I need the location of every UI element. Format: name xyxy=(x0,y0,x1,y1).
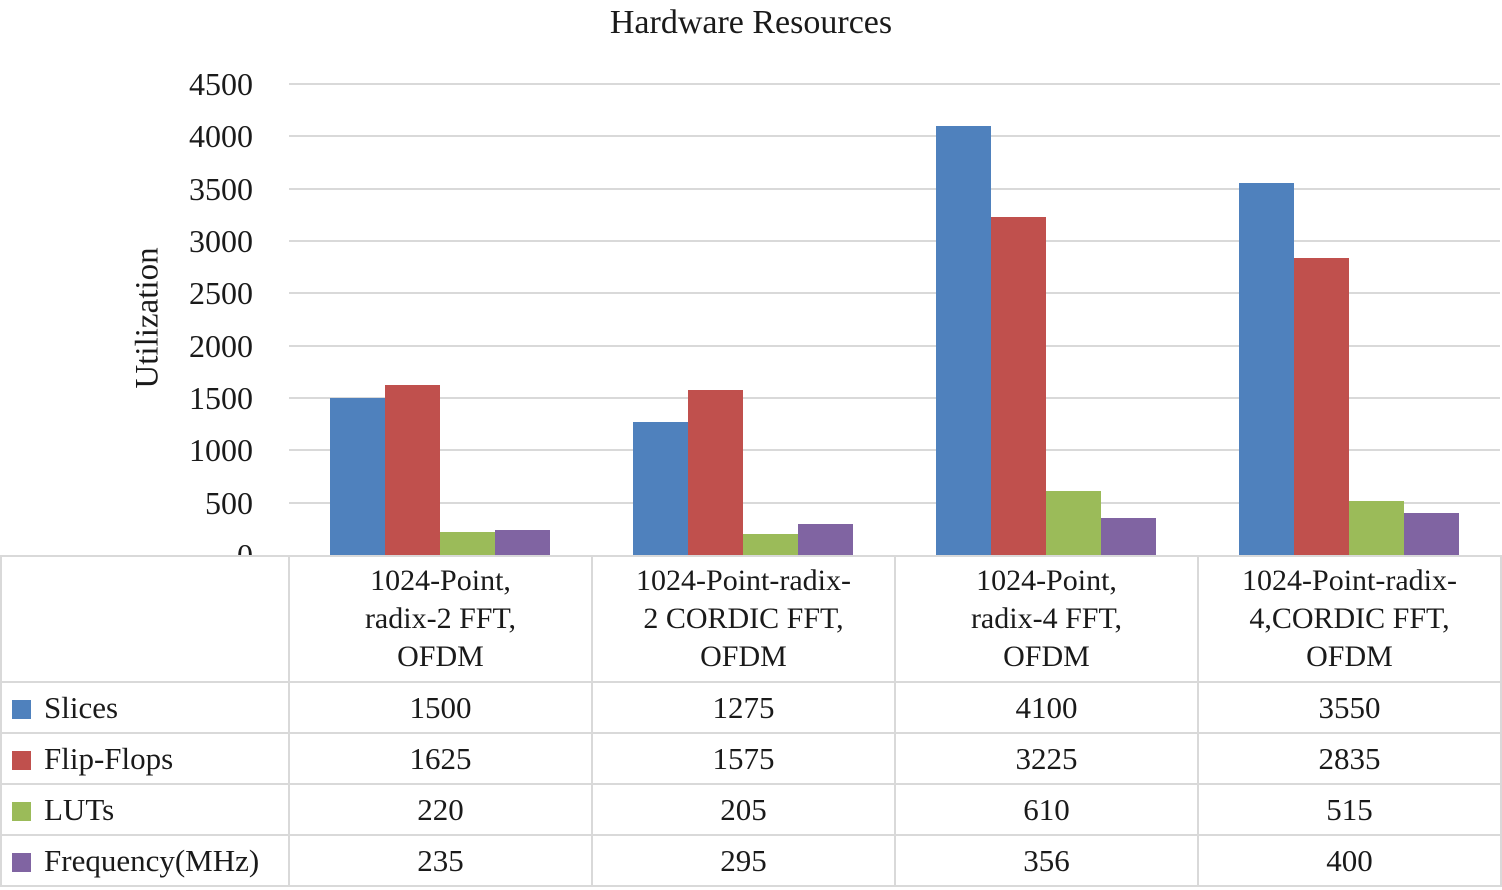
bar-flip-flops-cat1 xyxy=(385,384,441,555)
y-tick-label-2500: 2500 xyxy=(189,275,253,312)
plot-area xyxy=(289,83,1500,555)
category-label-1: 1024-Point, radix-2 FFT, OFDM xyxy=(288,555,593,683)
bar-group-2 xyxy=(592,84,895,555)
bar-luts-cat1 xyxy=(440,531,496,555)
legend-swatch-icon xyxy=(12,852,31,872)
bar-slices-cat4 xyxy=(1238,183,1294,555)
gridline xyxy=(289,292,1500,295)
value-cell: 220 xyxy=(288,783,593,836)
bar-flip-flops-cat3 xyxy=(990,217,1046,555)
y-tick-label-4500: 4500 xyxy=(189,66,253,102)
bar-flip-flops-cat4 xyxy=(1293,258,1349,555)
series-label-cell: LUTs xyxy=(0,783,290,836)
bar-luts-cat3 xyxy=(1045,491,1101,555)
value-cell: 1275 xyxy=(591,681,896,734)
y-tick-label-3000: 3000 xyxy=(189,223,253,259)
y-tick-label-3500: 3500 xyxy=(189,170,253,207)
bar-frequency-mhz--cat3 xyxy=(1100,517,1156,555)
bar-slices-cat3 xyxy=(935,125,991,555)
value-cell: 610 xyxy=(894,783,1199,836)
gridline xyxy=(289,449,1500,452)
bar-flip-flops-cat2 xyxy=(688,390,744,555)
gridline xyxy=(289,240,1500,242)
bar-frequency-mhz--cat4 xyxy=(1403,513,1459,555)
bar-group-4 xyxy=(1197,84,1500,555)
legend-swatch-icon xyxy=(12,801,31,821)
value-cell: 356 xyxy=(894,834,1199,887)
y-tick-label-2000: 2000 xyxy=(189,327,253,364)
value-cell: 1575 xyxy=(591,732,896,785)
value-cell: 1625 xyxy=(288,732,593,785)
bar-luts-cat2 xyxy=(743,533,799,555)
series-label-cell: Slices xyxy=(0,681,290,734)
bar-frequency-mhz--cat2 xyxy=(798,524,854,555)
legend-swatch-icon xyxy=(12,699,31,719)
value-cell: 3225 xyxy=(894,732,1199,785)
category-label-3: 1024-Point, radix-4 FFT, OFDM xyxy=(894,555,1199,683)
bar-slices-cat2 xyxy=(633,421,689,555)
value-cell: 205 xyxy=(591,783,896,836)
value-cell: 2835 xyxy=(1197,732,1502,785)
gridline xyxy=(289,135,1500,138)
value-cell: 235 xyxy=(288,834,593,887)
value-cell: 400 xyxy=(1197,834,1502,887)
value-cell: 1500 xyxy=(288,681,593,734)
gridline xyxy=(289,397,1500,399)
table-row-luts: LUTs 220 205 610 515 xyxy=(0,783,1502,836)
y-tick-label-500: 500 xyxy=(205,484,253,521)
gridline xyxy=(289,344,1500,347)
gridline xyxy=(289,83,1500,85)
gridline xyxy=(289,501,1500,504)
chart-title: Hardware Resources xyxy=(609,4,893,41)
value-cell: 4100 xyxy=(894,681,1199,734)
value-cell: 295 xyxy=(591,834,896,887)
value-cell: 3550 xyxy=(1197,681,1502,734)
category-label-4: 1024-Point-radix- 4,CORDIC FFT, OFDM xyxy=(1197,555,1502,683)
legend-swatch-icon xyxy=(12,750,31,770)
series-label-cell: Frequency(MHz) xyxy=(0,834,290,887)
table-row-frequency-mhz-: Frequency(MHz) 235 295 356 400 xyxy=(0,834,1502,887)
table-row-slices: Slices 1500 1275 4100 3550 xyxy=(0,681,1502,734)
y-tick-label-4000: 4000 xyxy=(189,118,253,155)
bar-frequency-mhz--cat1 xyxy=(495,530,551,555)
y-tick-label-1000: 1000 xyxy=(189,432,253,469)
y-tick-label-1500: 1500 xyxy=(189,380,253,416)
bar-groups xyxy=(289,84,1500,555)
data-table: 1024-Point, radix-2 FFT, OFDM 1024-Point-ra… xyxy=(0,555,1502,887)
bar-luts-cat4 xyxy=(1348,501,1404,555)
bar-slices-cat1 xyxy=(330,398,386,555)
value-cell: 515 xyxy=(1197,783,1502,836)
bar-group-1 xyxy=(289,84,592,555)
y-axis-title: Utilization xyxy=(129,247,166,389)
bar-group-3 xyxy=(895,84,1198,555)
gridline xyxy=(289,187,1500,190)
table-corner-cell xyxy=(0,555,290,683)
series-label-cell: Flip-Flops xyxy=(0,732,290,785)
category-label-2: 1024-Point-radix- 2 CORDIC FFT, OFDM xyxy=(591,555,896,683)
table-row-flip-flops: Flip-Flops 1625 1575 3225 2835 xyxy=(0,732,1502,785)
